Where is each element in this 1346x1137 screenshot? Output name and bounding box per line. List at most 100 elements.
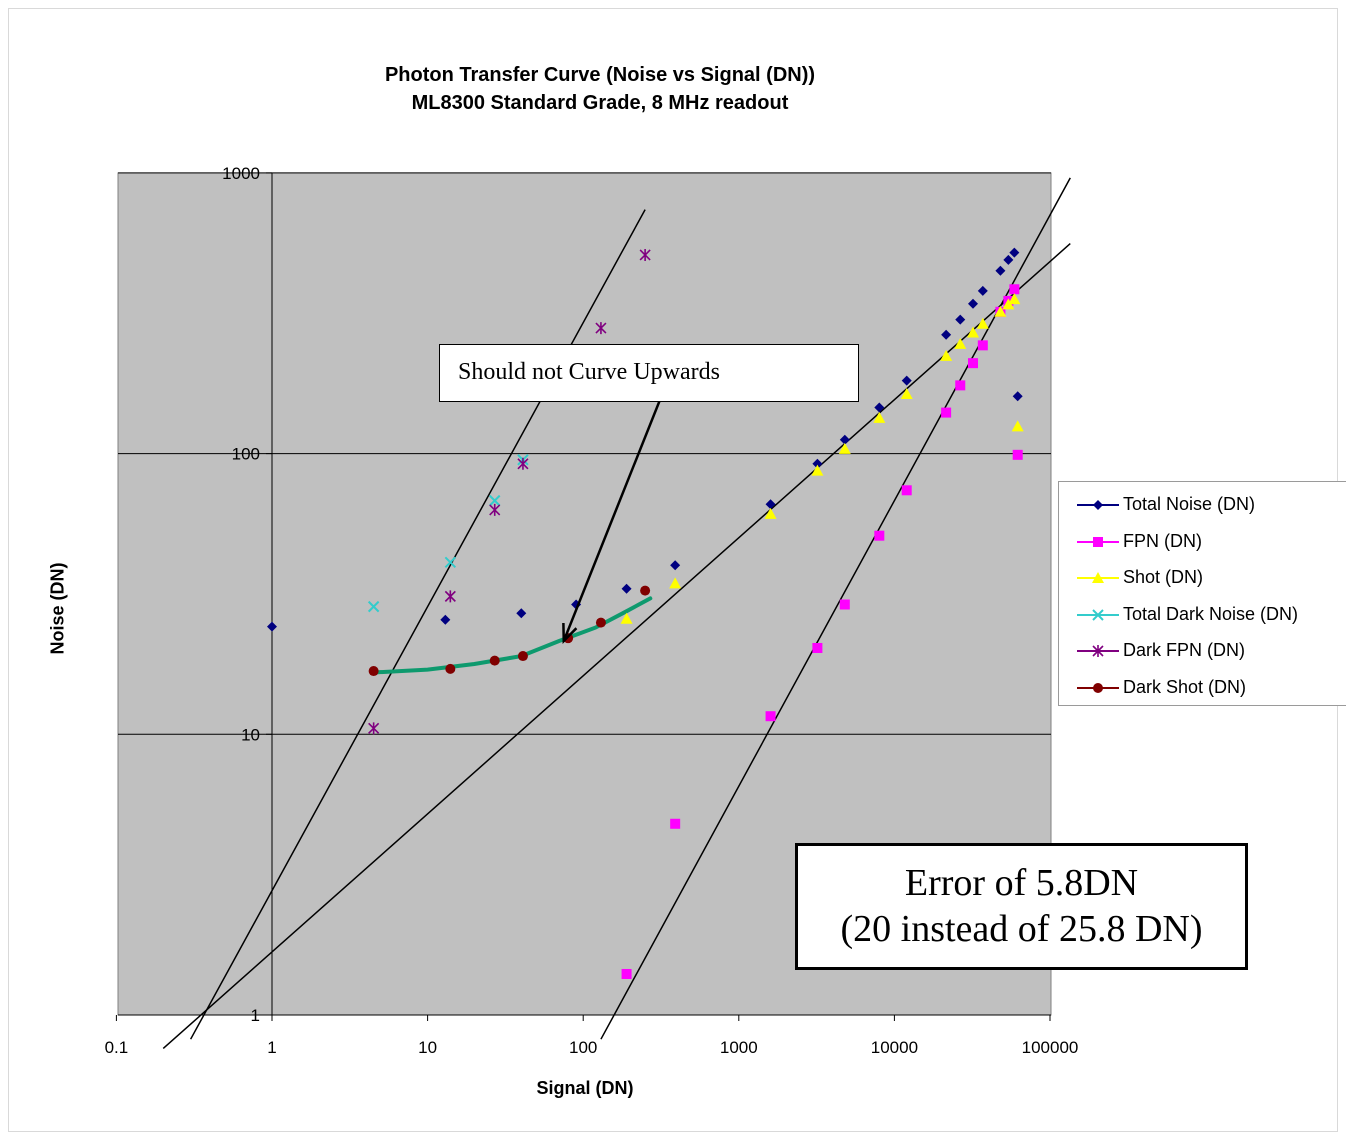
legend-swatch xyxy=(1077,536,1119,547)
legend-swatch-marker xyxy=(1092,608,1104,621)
x-tick-label: 1 xyxy=(267,1038,276,1057)
data-point xyxy=(1003,254,1014,265)
data-point xyxy=(516,608,527,619)
legend-label: Dark Shot (DN) xyxy=(1123,676,1247,697)
legend-label: Total Noise (DN) xyxy=(1123,494,1256,514)
error-annotation-line1: Error of 5.8DN xyxy=(904,862,1139,904)
legend: Total Noise (DN) FPN (DN) Shot (DN) Total D… xyxy=(1058,481,1346,706)
series-circle xyxy=(368,585,651,677)
legend-item: Total Noise (DN) xyxy=(1059,490,1346,520)
data-point xyxy=(444,556,457,568)
data-point xyxy=(368,666,379,677)
data-point xyxy=(977,340,988,351)
data-point xyxy=(620,612,633,624)
legend-swatch xyxy=(1077,608,1119,621)
data-point xyxy=(838,442,851,454)
legend-label: Shot (DN) xyxy=(1123,567,1204,587)
data-point xyxy=(1011,420,1024,432)
series-star xyxy=(368,248,651,735)
data-point xyxy=(670,818,681,829)
data-point xyxy=(367,600,380,613)
legend-item: Total Dark Noise (DN) xyxy=(1059,600,1346,630)
data-point xyxy=(1009,284,1020,295)
data-point xyxy=(440,614,451,625)
data-point xyxy=(839,599,850,610)
data-point xyxy=(489,503,501,516)
data-point xyxy=(595,617,606,628)
legend-swatch xyxy=(1077,682,1119,693)
data-point xyxy=(968,298,979,309)
data-point xyxy=(621,968,632,979)
reference-line xyxy=(162,243,1071,1050)
data-point xyxy=(1009,247,1020,258)
series-x xyxy=(367,454,529,613)
data-point xyxy=(811,464,824,476)
y-tick-label: 10 xyxy=(241,725,260,744)
legend-item: Shot (DN) xyxy=(1059,563,1346,593)
x-tick-label: 100 xyxy=(569,1038,597,1057)
y-tick-label: 100 xyxy=(232,445,260,464)
data-point xyxy=(517,457,529,470)
chart-subtitle: ML8300 Standard Grade, 8 MHz readout xyxy=(411,92,789,114)
legend-swatch-marker xyxy=(1092,645,1104,657)
data-point xyxy=(764,507,777,519)
data-point xyxy=(873,411,886,423)
series-triangle xyxy=(620,293,1024,624)
callout-arrow-shaft xyxy=(562,357,679,642)
data-point xyxy=(941,407,952,418)
callout-arrow xyxy=(562,357,679,644)
data-point xyxy=(874,530,885,541)
data-point xyxy=(1008,293,1021,305)
legend-swatch xyxy=(1077,500,1119,510)
legend-label: FPN (DN) xyxy=(1123,530,1202,551)
data-point xyxy=(595,322,607,335)
data-point xyxy=(267,621,277,632)
legend-swatch xyxy=(1077,645,1119,657)
data-point xyxy=(967,326,980,338)
data-point xyxy=(489,494,501,507)
error-annotation-box: Error of 5.8DN (20 instead of 25.8 DN) xyxy=(795,843,1248,970)
y-tick-label: 1000 xyxy=(222,164,260,183)
legend-swatch xyxy=(1077,572,1119,583)
legend-label: Total Dark Noise (DN) xyxy=(1123,603,1299,624)
data-point xyxy=(812,642,823,653)
data-point xyxy=(995,265,1006,276)
data-point xyxy=(955,380,966,391)
data-point xyxy=(1012,391,1023,402)
data-points xyxy=(267,247,1024,979)
legend-swatch-marker xyxy=(1093,500,1103,510)
legend-item: Dark Shot (DN) xyxy=(1059,673,1346,703)
data-point xyxy=(368,722,380,735)
x-tick-label: 0.1 xyxy=(105,1038,129,1057)
reference-line xyxy=(600,177,1071,1040)
data-point xyxy=(765,499,776,510)
data-point xyxy=(954,337,967,349)
x-tick-label: 10000 xyxy=(871,1038,918,1057)
callout-arrow-head xyxy=(562,622,578,644)
legend-swatch-marker xyxy=(1093,682,1103,693)
data-point xyxy=(941,329,952,340)
legend-label: Dark FPN (DN) xyxy=(1123,640,1245,660)
x-tick-label: 10 xyxy=(418,1038,437,1057)
data-point xyxy=(445,663,456,674)
y-axis-label: Noise (DN) xyxy=(47,562,68,655)
data-point xyxy=(874,402,885,413)
tick-labels: 0.1 1 10 100 1000 10000 100000 1 10 100 1000 xyxy=(105,164,1079,1057)
axes xyxy=(118,173,1051,1016)
data-point xyxy=(839,434,850,445)
x-tick-label: 100000 xyxy=(1022,1038,1079,1057)
data-point xyxy=(670,560,681,571)
callout-box: Should not Curve Upwards xyxy=(439,344,859,402)
legend-swatch-marker xyxy=(1092,572,1104,583)
data-point xyxy=(977,285,988,296)
data-point xyxy=(940,349,953,361)
data-point xyxy=(669,577,682,589)
data-point xyxy=(621,583,632,594)
data-point xyxy=(489,655,500,666)
data-point xyxy=(1002,298,1015,310)
data-point xyxy=(976,317,989,329)
data-point xyxy=(901,375,912,386)
data-point xyxy=(900,388,913,400)
y-tick-label: 1 xyxy=(251,1006,260,1025)
